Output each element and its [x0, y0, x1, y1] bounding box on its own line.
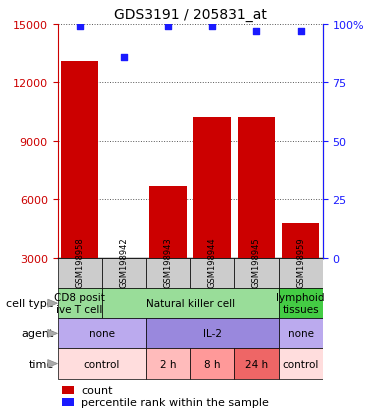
Bar: [282, 223, 319, 258]
Point: [298, 28, 303, 35]
Bar: [102, 288, 279, 318]
Bar: [58, 288, 102, 318]
Bar: [58, 349, 146, 379]
Bar: [279, 258, 323, 288]
Text: time: time: [29, 359, 54, 369]
Polygon shape: [48, 299, 58, 307]
Title: GDS3191 / 205831_at: GDS3191 / 205831_at: [114, 8, 267, 22]
Point: [209, 24, 215, 31]
Text: GSM198945: GSM198945: [252, 237, 261, 288]
Bar: [193, 118, 231, 258]
Text: percentile rank within the sample: percentile rank within the sample: [81, 397, 269, 407]
Bar: [149, 186, 187, 258]
Text: 24 h: 24 h: [245, 359, 268, 369]
Text: GSM198959: GSM198959: [296, 237, 305, 288]
Bar: [279, 349, 323, 379]
Text: agent: agent: [22, 329, 54, 339]
Text: Natural killer cell: Natural killer cell: [145, 299, 235, 309]
Bar: [234, 258, 279, 288]
Bar: [58, 258, 102, 288]
Bar: [58, 318, 146, 349]
Polygon shape: [48, 360, 58, 368]
Bar: [62, 398, 74, 406]
Point: [121, 54, 127, 61]
Text: none: none: [89, 329, 115, 339]
Point: [77, 24, 83, 31]
Text: 2 h: 2 h: [160, 359, 176, 369]
Text: 8 h: 8 h: [204, 359, 220, 369]
Text: GSM198944: GSM198944: [208, 237, 217, 288]
Bar: [146, 258, 190, 288]
Text: GSM198942: GSM198942: [119, 237, 128, 288]
Bar: [279, 318, 323, 349]
Bar: [190, 258, 234, 288]
Text: count: count: [81, 385, 112, 395]
Text: lymphoid
tissues: lymphoid tissues: [276, 293, 325, 314]
Text: CD8 posit
ive T cell: CD8 posit ive T cell: [54, 293, 105, 314]
Bar: [105, 258, 142, 260]
Text: GSM198958: GSM198958: [75, 237, 84, 288]
Text: cell type: cell type: [6, 299, 54, 309]
Text: GSM198943: GSM198943: [164, 237, 173, 288]
Point: [165, 24, 171, 31]
Text: none: none: [288, 329, 313, 339]
Text: control: control: [282, 359, 319, 369]
Bar: [190, 349, 234, 379]
Bar: [234, 349, 279, 379]
Bar: [238, 118, 275, 258]
Polygon shape: [48, 330, 58, 337]
Point: [253, 28, 259, 35]
Bar: [146, 349, 190, 379]
Text: IL-2: IL-2: [203, 329, 222, 339]
Text: control: control: [83, 359, 120, 369]
Bar: [102, 258, 146, 288]
Bar: [146, 318, 279, 349]
Bar: [62, 386, 74, 394]
Bar: [61, 62, 98, 258]
Bar: [279, 288, 323, 318]
